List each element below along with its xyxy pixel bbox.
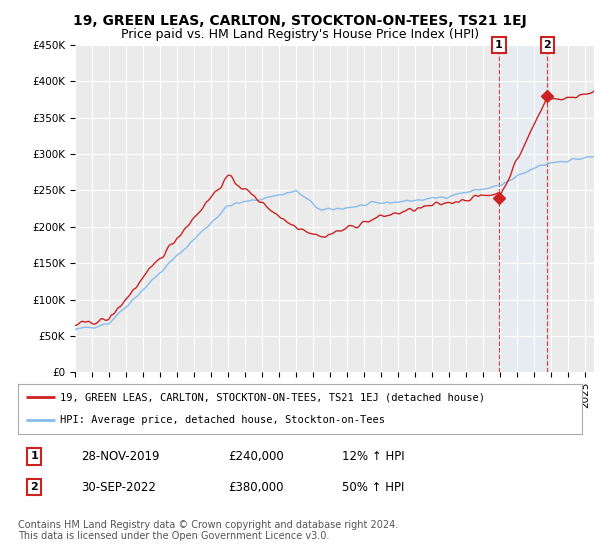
Text: 2: 2: [544, 40, 551, 50]
Text: 28-NOV-2019: 28-NOV-2019: [81, 450, 160, 463]
Text: 1: 1: [495, 40, 503, 50]
Text: 30-SEP-2022: 30-SEP-2022: [81, 480, 156, 494]
Text: Contains HM Land Registry data © Crown copyright and database right 2024.
This d: Contains HM Land Registry data © Crown c…: [18, 520, 398, 542]
Text: 12% ↑ HPI: 12% ↑ HPI: [342, 450, 404, 463]
Bar: [499, 45, 547, 372]
Text: 2: 2: [31, 482, 38, 492]
Text: 19, GREEN LEAS, CARLTON, STOCKTON-ON-TEES, TS21 1EJ (detached house): 19, GREEN LEAS, CARLTON, STOCKTON-ON-TEE…: [60, 392, 485, 402]
Text: HPI: Average price, detached house, Stockton-on-Tees: HPI: Average price, detached house, Stoc…: [60, 416, 385, 426]
Text: 19, GREEN LEAS, CARLTON, STOCKTON-ON-TEES, TS21 1EJ: 19, GREEN LEAS, CARLTON, STOCKTON-ON-TEE…: [73, 14, 527, 28]
Text: Price paid vs. HM Land Registry's House Price Index (HPI): Price paid vs. HM Land Registry's House …: [121, 28, 479, 41]
Text: 50% ↑ HPI: 50% ↑ HPI: [342, 480, 404, 494]
Text: £380,000: £380,000: [228, 480, 284, 494]
Text: 1: 1: [31, 451, 38, 461]
Text: £240,000: £240,000: [228, 450, 284, 463]
